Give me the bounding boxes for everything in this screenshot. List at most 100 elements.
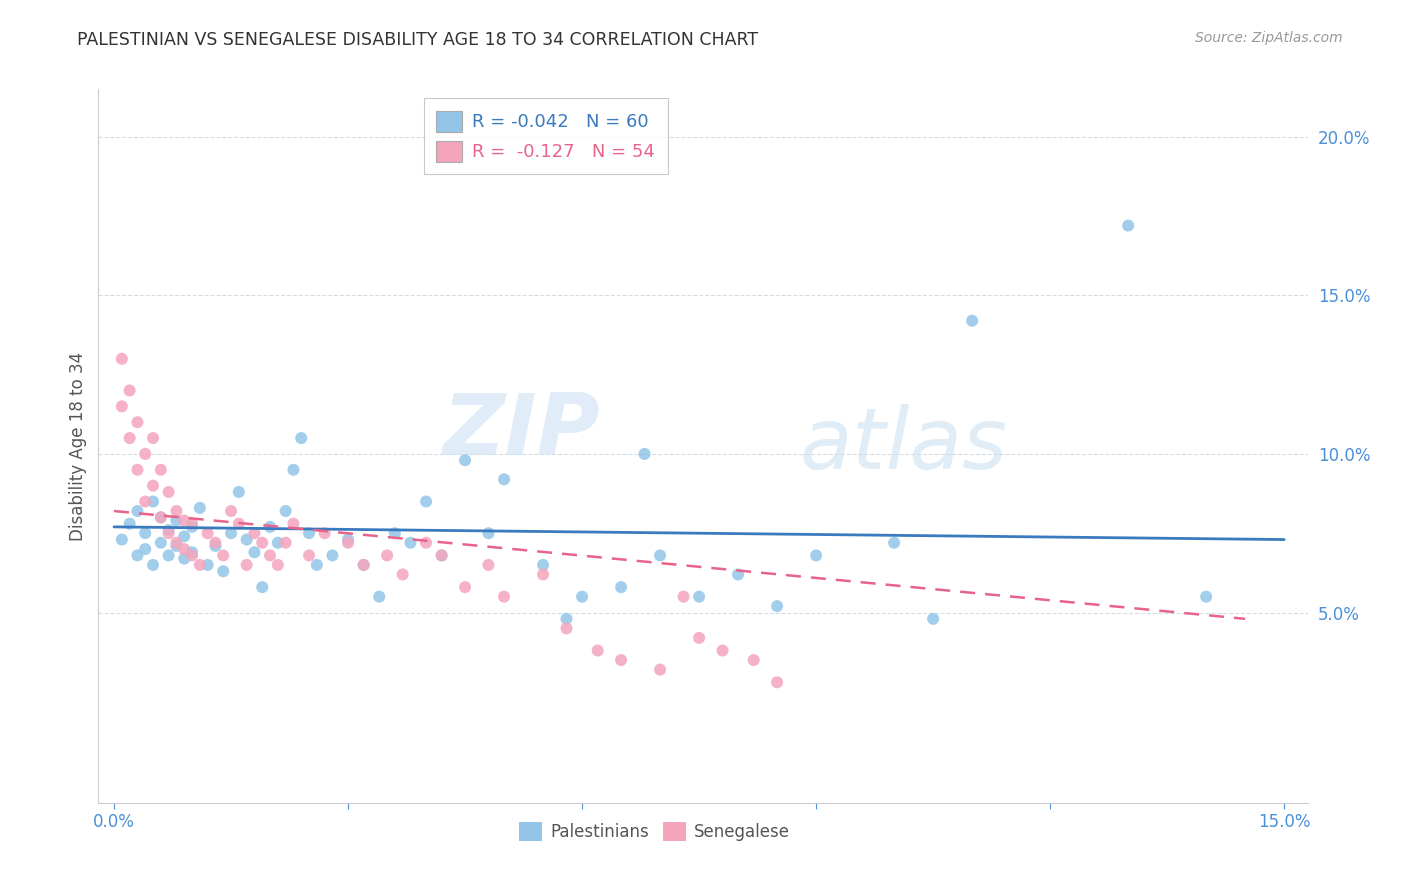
Point <box>252 580 274 594</box>
Point <box>375 549 398 563</box>
Point <box>274 535 297 549</box>
Point <box>274 504 297 518</box>
Point <box>804 549 827 563</box>
Point <box>259 520 281 534</box>
Point <box>188 558 211 572</box>
Point <box>298 549 321 563</box>
Point <box>142 494 165 508</box>
Point <box>149 463 172 477</box>
Point <box>883 535 905 549</box>
Text: PALESTINIAN VS SENEGALESE DISABILITY AGE 18 TO 34 CORRELATION CHART: PALESTINIAN VS SENEGALESE DISABILITY AGE… <box>77 31 758 49</box>
Point <box>212 564 235 578</box>
Point <box>555 621 578 635</box>
Point <box>142 431 165 445</box>
Point <box>688 590 710 604</box>
Point <box>384 526 406 541</box>
Point <box>118 431 141 445</box>
Point <box>157 523 180 537</box>
Point <box>173 529 195 543</box>
Point <box>494 590 516 604</box>
Point <box>111 533 134 547</box>
Point <box>391 567 413 582</box>
Point <box>337 535 360 549</box>
Text: ZIP: ZIP <box>443 390 600 474</box>
Point <box>134 542 156 557</box>
Point <box>228 516 250 531</box>
Point <box>181 545 204 559</box>
Point <box>415 535 437 549</box>
Point <box>181 520 204 534</box>
Point <box>149 535 172 549</box>
Point <box>243 526 266 541</box>
Point <box>127 549 149 563</box>
Point <box>298 526 321 541</box>
Point <box>477 558 499 572</box>
Point <box>648 549 671 563</box>
Point <box>960 314 983 328</box>
Point <box>633 447 655 461</box>
Point <box>173 514 195 528</box>
Point <box>531 558 554 572</box>
Point <box>149 510 172 524</box>
Point <box>321 549 343 563</box>
Point <box>353 558 375 572</box>
Point <box>127 504 149 518</box>
Point <box>1116 219 1139 233</box>
Point <box>531 567 554 582</box>
Point <box>142 558 165 572</box>
Y-axis label: Disability Age 18 to 34: Disability Age 18 to 34 <box>69 351 87 541</box>
Point <box>353 558 375 572</box>
Point <box>688 631 710 645</box>
Point <box>157 549 180 563</box>
Point <box>243 545 266 559</box>
Point <box>727 567 749 582</box>
Point <box>204 535 226 549</box>
Point <box>149 510 172 524</box>
Point <box>672 590 695 604</box>
Point <box>228 485 250 500</box>
Point <box>134 526 156 541</box>
Point <box>188 500 211 515</box>
Point <box>165 504 187 518</box>
Point <box>181 516 204 531</box>
Point <box>494 472 516 486</box>
Point <box>571 590 593 604</box>
Point <box>219 504 242 518</box>
Point <box>290 431 312 445</box>
Point <box>742 653 765 667</box>
Point <box>197 558 219 572</box>
Point <box>711 643 734 657</box>
Point <box>118 516 141 531</box>
Legend: Palestinians, Senegalese: Palestinians, Senegalese <box>512 815 797 848</box>
Point <box>212 549 235 563</box>
Point <box>337 533 360 547</box>
Point <box>267 535 290 549</box>
Point <box>368 590 391 604</box>
Point <box>305 558 328 572</box>
Point <box>118 384 141 398</box>
Point <box>415 494 437 508</box>
Point <box>111 400 134 414</box>
Point <box>399 535 422 549</box>
Point <box>219 526 242 541</box>
Point <box>430 549 453 563</box>
Point <box>766 675 789 690</box>
Point <box>157 526 180 541</box>
Point <box>1195 590 1218 604</box>
Point <box>766 599 789 614</box>
Point <box>555 612 578 626</box>
Point <box>267 558 290 572</box>
Point <box>197 526 219 541</box>
Point <box>173 542 195 557</box>
Point <box>586 643 609 657</box>
Point <box>165 535 187 549</box>
Point <box>173 551 195 566</box>
Point <box>454 453 477 467</box>
Point <box>181 549 204 563</box>
Point <box>430 549 453 563</box>
Point <box>454 580 477 594</box>
Point <box>142 478 165 492</box>
Point <box>127 463 149 477</box>
Point <box>235 533 257 547</box>
Point <box>648 663 671 677</box>
